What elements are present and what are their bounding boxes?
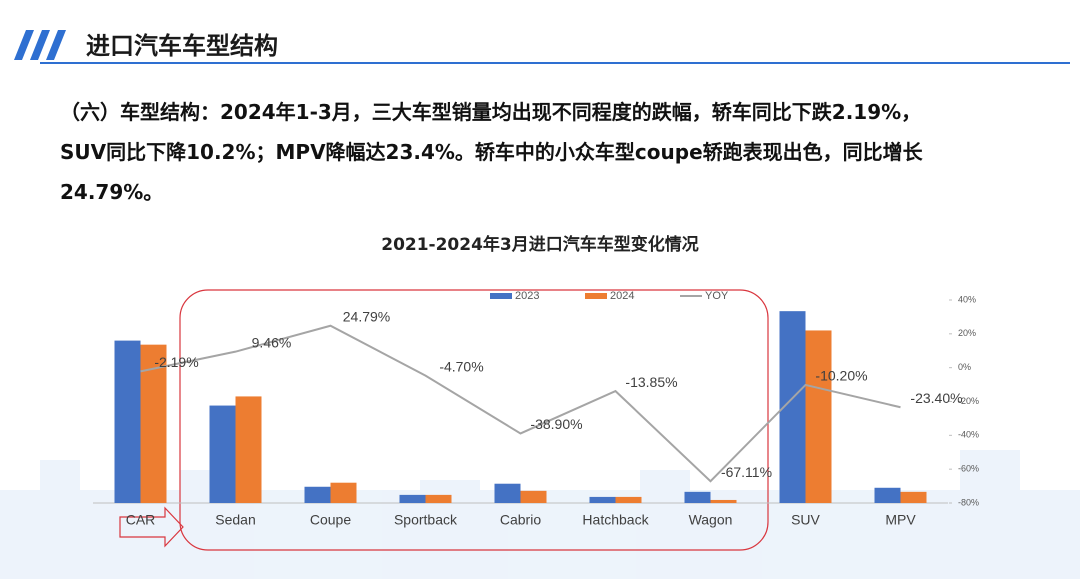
- y2-tick-label: 20%: [958, 328, 976, 338]
- paragraph-line: SUV同比下降10.2%；MPV降幅达23.4%。轿车中的小众车型coupe轿跑…: [60, 140, 923, 164]
- arrow: [119, 506, 184, 548]
- data-label: -67.11%: [721, 464, 772, 480]
- x-tick-label: MPV: [885, 512, 916, 528]
- x-tick-label: Hatchback: [582, 512, 649, 528]
- header-title: 进口汽车车型结构: [86, 32, 278, 60]
- bar: [874, 487, 901, 503]
- header-icon: [14, 30, 66, 60]
- legend-label: 2024: [610, 290, 634, 302]
- yoy-line: [140, 324, 901, 483]
- y2-tick-label: -40%: [958, 430, 979, 440]
- y2-tick-label: -60%: [958, 464, 979, 474]
- bar: [209, 405, 236, 503]
- bar: [235, 396, 262, 503]
- data-label: 24.79%: [343, 308, 390, 324]
- bar: [710, 499, 737, 503]
- y2-tick-label: 0%: [958, 362, 971, 372]
- data-label: -23.40%: [910, 390, 962, 406]
- x-tick-label: CAR: [126, 512, 156, 528]
- data-label: -13.85%: [625, 374, 677, 390]
- bar: [684, 491, 711, 503]
- bar: [900, 491, 927, 503]
- x-tick-label: Sportback: [394, 512, 458, 528]
- data-label: -10.20%: [815, 368, 867, 384]
- bar: [805, 330, 832, 503]
- bar: [304, 486, 331, 503]
- bar: [425, 494, 452, 503]
- legend-swatch: [490, 293, 512, 299]
- paragraph: （六）车型结构：2024年1-3月，三大车型销量均出现不同程度的跌幅，轿车同比下…: [60, 92, 923, 212]
- bar: [399, 494, 426, 503]
- x-tick-label: Wagon: [689, 512, 733, 528]
- bar: [589, 496, 616, 503]
- paragraph-line: （六）车型结构：2024年1-3月，三大车型销量均出现不同程度的跌幅，轿车同比下…: [60, 100, 922, 124]
- y2-tick-label: -20%: [958, 396, 979, 406]
- legend-label: 2023: [515, 290, 539, 302]
- x-tick-label: Coupe: [310, 512, 351, 528]
- bar: [330, 482, 357, 503]
- x-tick-label: Sedan: [215, 512, 255, 528]
- bar: [114, 340, 141, 503]
- y2-tick-label: 40%: [958, 294, 976, 304]
- paragraph-line: 24.79%。: [60, 180, 164, 204]
- bar: [494, 483, 521, 503]
- bar: [520, 490, 547, 503]
- y2-tick-label: -80%: [958, 497, 979, 507]
- legend-swatch: [585, 293, 607, 299]
- x-tick-label: SUV: [791, 512, 820, 528]
- x-tick-label: Cabrio: [500, 512, 541, 528]
- background-decor: [0, 450, 1080, 579]
- data-label: -38.90%: [530, 416, 582, 432]
- bar: [615, 496, 642, 503]
- data-label: -4.70%: [439, 358, 483, 374]
- highlight-box: [179, 289, 769, 551]
- chart-title: 2021-2024年3月进口汽车车型变化情况: [381, 234, 699, 255]
- legend-label: YOY: [705, 290, 729, 302]
- data-label: -2.19%: [154, 354, 198, 370]
- data-label: 9.46%: [252, 334, 292, 350]
